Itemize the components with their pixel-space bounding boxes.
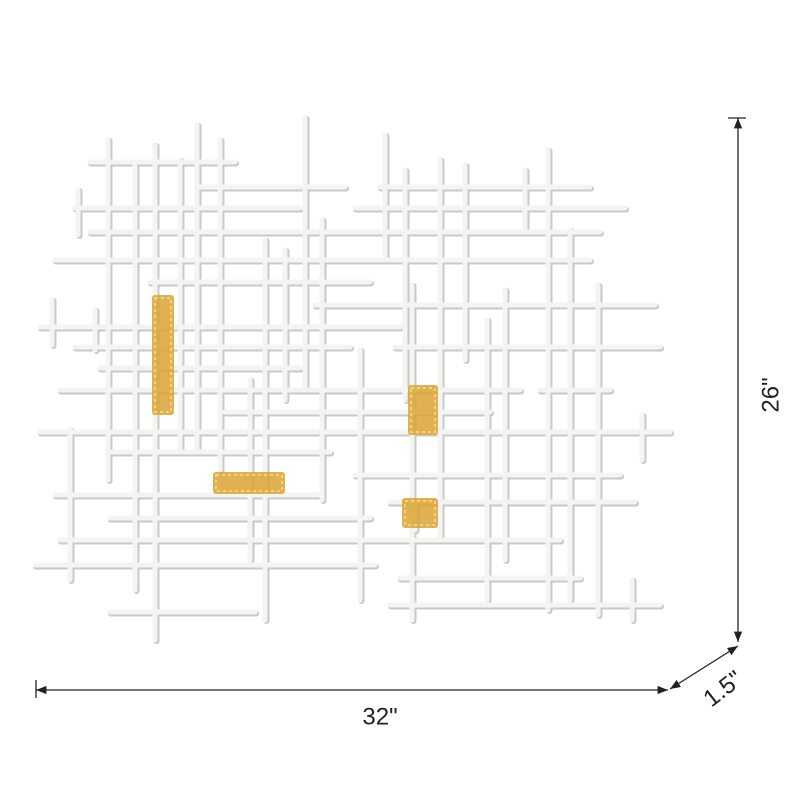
gold-patch-texture — [215, 474, 283, 492]
gold-patch — [213, 472, 285, 494]
gold-patch — [152, 295, 174, 415]
wall-art-grid — [32, 115, 674, 644]
gold-patch-texture — [154, 297, 172, 413]
gold-patch-texture — [410, 387, 436, 433]
gold-patch — [402, 498, 438, 528]
gold-patch-texture — [404, 500, 436, 526]
depth-line — [669, 645, 739, 690]
height-label: 26" — [757, 377, 784, 412]
gold-patch — [408, 385, 438, 435]
depth-label: 1.5" — [698, 666, 748, 713]
width-label: 32" — [362, 703, 397, 730]
